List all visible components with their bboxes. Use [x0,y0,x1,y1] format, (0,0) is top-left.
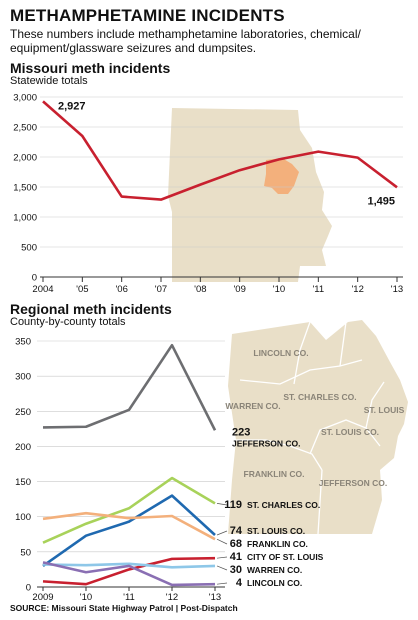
chart2-leader-line [216,530,228,536]
missouri-map-shape [168,108,332,282]
chart2-x-tick-label: '10 [80,592,92,603]
chart2-title: Regional meth incidents [10,301,172,317]
chart1-x-tick-label: '11 [312,284,324,295]
chart2-end-value-label: 119 [224,499,242,511]
chart1-y-tick-label: 500 [21,243,37,254]
chart2-y-tick-label: 150 [15,477,31,488]
chart1-title: Missouri meth incidents [10,60,171,76]
chart2-end-value-label: 68 [230,538,242,550]
chart1-x-tick-label: '13 [391,284,403,295]
chart2-end-value-label: 74 [230,525,243,537]
chart2-series-name-label: LINCOLN CO. [247,578,302,588]
chart2-y-tick-label: 200 [15,442,31,453]
chart2-series-line [42,556,216,586]
chart1-data-label: 2,927 [58,100,86,112]
chart2-series-line [42,343,217,431]
chart1-x-tick-label: '10 [273,284,285,295]
chart2-series-line [42,511,216,541]
chart2-end-value-label: 41 [230,551,242,563]
chart2-y-tick-label: 350 [15,337,31,348]
chart1-y-tick-label: 1,500 [13,183,37,194]
chart2-series-name-label: JEFFERSON CO. [232,438,300,448]
chart2-series-name-label: WARREN CO. [247,565,302,575]
chart2-leader-line [216,556,228,559]
chart1-x-tick-label: '12 [351,284,363,295]
chart2-end-value-label: 4 [236,577,243,589]
chart2-subtitle: County-by-county totals [10,316,126,328]
county-label: ST. CHARLES CO. [283,392,356,402]
chart2-series-name-label: FRANKLIN CO. [247,539,308,549]
chart2-x-tick-label: '13 [209,592,221,603]
st-louis-region-highlight [264,158,299,194]
chart1-x-tick-label: 2004 [32,284,53,295]
chart2-end-value-label: 223 [232,426,250,438]
chart2-leader-line [216,582,228,585]
county-label: ST. LOUIS CO. [321,427,379,437]
chart1-y-tick-label: 2,000 [13,153,37,164]
chart2-series-name-label: ST. CHARLES CO. [247,500,320,510]
chart1-x-tick-label: '06 [115,284,127,295]
chart1-x-tick-label: '05 [76,284,88,295]
chart1-data-label: 1,495 [367,195,395,207]
regional-county-map [228,320,408,535]
chart2-x-tick-label: 2009 [32,592,53,603]
county-label: LINCOLN CO. [253,348,308,358]
chart2-leader-line [216,565,228,571]
chart1-y-tick-label: 0 [32,273,37,284]
county-label: ST. LOUIS [364,405,405,415]
chart1-y-tick-label: 3,000 [13,93,37,104]
chart2-leader-line [216,503,228,506]
chart1-series-line [42,100,398,201]
chart2-x-tick-label: '11 [123,592,135,603]
county-label: WARREN CO. [225,401,280,411]
chart2-series-name-label: ST. LOUIS CO. [247,526,305,536]
chart2-y-tick-label: 250 [15,407,31,418]
chart2-y-tick-label: 50 [20,547,31,558]
chart2-y-tick-label: 0 [26,583,31,594]
chart1-x-tick-label: '08 [194,284,206,295]
county-label: FRANKLIN CO. [244,469,305,479]
chart2-series-name-label: CITY OF ST. LOUIS [247,552,324,562]
chart2-end-value-label: 30 [230,564,242,576]
chart2-x-tick-label: '12 [166,592,178,603]
chart1-y-tick-label: 2,500 [13,123,37,134]
chart2-y-tick-label: 300 [15,372,31,383]
chart1-subtitle: Statewide totals [10,75,88,87]
chart1-x-tick-label: '09 [233,284,245,295]
chart1-x-tick-label: '07 [155,284,167,295]
county-label: JEFFERSON CO. [319,478,387,488]
infographic-subtitle: These numbers include methamphetamine la… [10,27,361,55]
chart2-leader-line [216,538,228,545]
infographic-title: METHAMPHETAMINE INCIDENTS [10,6,285,25]
source-note: SOURCE: Missouri State Highway Patrol | … [10,603,238,613]
chart2-y-tick-label: 100 [15,512,31,523]
chart1-y-tick-label: 1,000 [13,213,37,224]
